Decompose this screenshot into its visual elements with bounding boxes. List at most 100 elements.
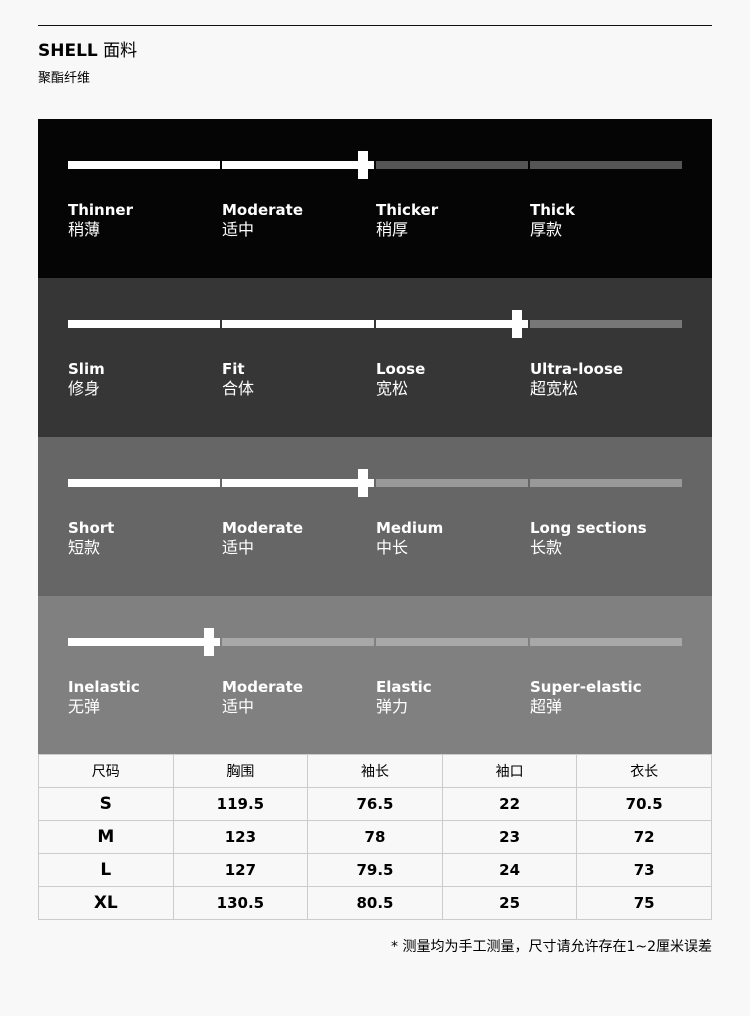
option-zh: 厚款 (530, 220, 563, 239)
table-cell: 76.5 (307, 787, 443, 821)
scale-option: Elastic 弹力 (376, 678, 432, 718)
scale-segment (376, 638, 528, 646)
scale-option: Medium 中长 (376, 519, 443, 559)
option-en: Super-elastic (530, 678, 642, 696)
option-zh: 适中 (222, 220, 255, 239)
scale-segment (68, 161, 220, 169)
scale-segment (376, 479, 528, 487)
scale-segment (68, 320, 220, 328)
scale-option: Inelastic 无弹 (68, 678, 140, 718)
option-zh: 长款 (530, 538, 563, 557)
scale-option: Moderate 适中 (222, 519, 303, 559)
option-zh: 合体 (222, 379, 255, 398)
scale-option: Loose 宽松 (376, 360, 425, 400)
scale-segment (222, 479, 374, 487)
option-en: Thinner (68, 201, 133, 219)
section-title: SHELL 面料 (38, 41, 138, 61)
scale-segment (530, 161, 682, 169)
option-en: Inelastic (68, 678, 140, 696)
scale-segment (376, 320, 528, 328)
scale-marker (204, 628, 214, 656)
table-header-row: 尺码 胸围 袖长 袖口 衣长 (38, 754, 712, 788)
scale-segment (68, 638, 220, 646)
table-cell: 123 (172, 820, 309, 854)
option-zh: 超宽松 (530, 379, 579, 398)
option-en: Slim (68, 360, 105, 378)
scale-option: Short 短款 (68, 519, 114, 559)
scale-option: Thicker 稍厚 (376, 201, 438, 241)
scale-panel-fit: Slim 修身 Fit 合体 Loose 宽松 Ultra-loose 超宽松 (38, 278, 712, 437)
option-zh: 宽松 (376, 379, 409, 398)
scale-segment (68, 479, 220, 487)
option-en: Moderate (222, 519, 304, 537)
scale-option: Fit 合体 (222, 360, 254, 400)
header-cell: 袖长 (307, 754, 443, 788)
option-zh: 超弹 (530, 697, 563, 716)
option-en: Long sections (530, 519, 647, 537)
option-en: Loose (376, 360, 426, 378)
header-cell: 胸围 (172, 754, 309, 788)
table-cell: 130.5 (172, 886, 309, 920)
option-zh: 无弹 (68, 697, 101, 716)
option-zh: 适中 (222, 538, 255, 557)
table-cell: 70.5 (576, 787, 712, 821)
table-cell: 127 (172, 853, 309, 887)
option-zh: 修身 (68, 379, 101, 398)
table-row: L 127 79.5 24 73 (38, 853, 712, 887)
option-zh: 适中 (222, 697, 255, 716)
scale-marker (358, 151, 368, 179)
material-text: 聚酯纤维 (38, 71, 91, 86)
measurement-note: * 测量均为手工测量，尺寸请允许存在1~2厘米误差 (391, 939, 712, 955)
header-cell: 尺码 (38, 754, 174, 788)
scale-marker (512, 310, 522, 338)
scale-option: Moderate 适中 (222, 678, 303, 718)
table-cell: 78 (307, 820, 443, 854)
table-cell: S (38, 787, 174, 821)
option-en: Fit (222, 360, 245, 378)
table-cell: 25 (441, 886, 578, 920)
header-cell: 袖口 (441, 754, 578, 788)
option-en: Moderate (222, 201, 304, 219)
option-zh: 短款 (68, 538, 101, 557)
table-cell: 24 (441, 853, 578, 887)
scale-segment (222, 638, 374, 646)
table-cell: 79.5 (307, 853, 443, 887)
option-zh: 弹力 (376, 697, 409, 716)
scale-option: Thinner 稍薄 (68, 201, 133, 241)
scale-option: Slim 修身 (68, 360, 105, 400)
table-cell: 23 (441, 820, 578, 854)
option-en: Medium (376, 519, 444, 537)
scale-panel-elasticity: Inelastic 无弹 Moderate 适中 Elastic 弹力 Super-elas… (38, 596, 712, 755)
scale-option: Super-elastic 超弹 (530, 678, 642, 718)
scale-option: Ultra-loose 超宽松 (530, 360, 623, 400)
scale-panel-thickness: Thinner 稍薄 Moderate 适中 Thicker 稍厚 Thick 厚款 (38, 119, 712, 278)
scale-segment (376, 161, 528, 169)
table-cell: M (38, 820, 174, 854)
scale-segment (530, 479, 682, 487)
scale-segment (530, 638, 682, 646)
table-cell: L (38, 853, 174, 887)
scale-option: Long sections 长款 (530, 519, 647, 559)
option-zh: 中长 (376, 538, 409, 557)
option-en: Elastic (376, 678, 432, 696)
table-cell: 72 (576, 820, 712, 854)
table-cell: 119.5 (172, 787, 309, 821)
table-cell: 80.5 (307, 886, 443, 920)
option-en: Ultra-loose (530, 360, 624, 378)
table-row: XL 130.5 80.5 25 75 (38, 886, 712, 920)
scale-option: Moderate 适中 (222, 201, 303, 241)
table-cell: 75 (576, 886, 712, 920)
size-table: 尺码 胸围 袖长 袖口 衣长 S 119.5 76.5 22 70.5 M 123 78 23 7… (38, 754, 712, 920)
table-cell: 22 (441, 787, 578, 821)
table-row: M 123 78 23 72 (38, 820, 712, 854)
divider (38, 25, 712, 26)
option-en: Thick (530, 201, 575, 219)
table-cell: XL (38, 886, 174, 920)
option-en: Moderate (222, 678, 304, 696)
scale-segment (530, 320, 682, 328)
scale-option: Thick 厚款 (530, 201, 575, 241)
table-cell: 73 (576, 853, 712, 887)
scale-segment (222, 161, 374, 169)
table-row: S 119.5 76.5 22 70.5 (38, 787, 712, 821)
